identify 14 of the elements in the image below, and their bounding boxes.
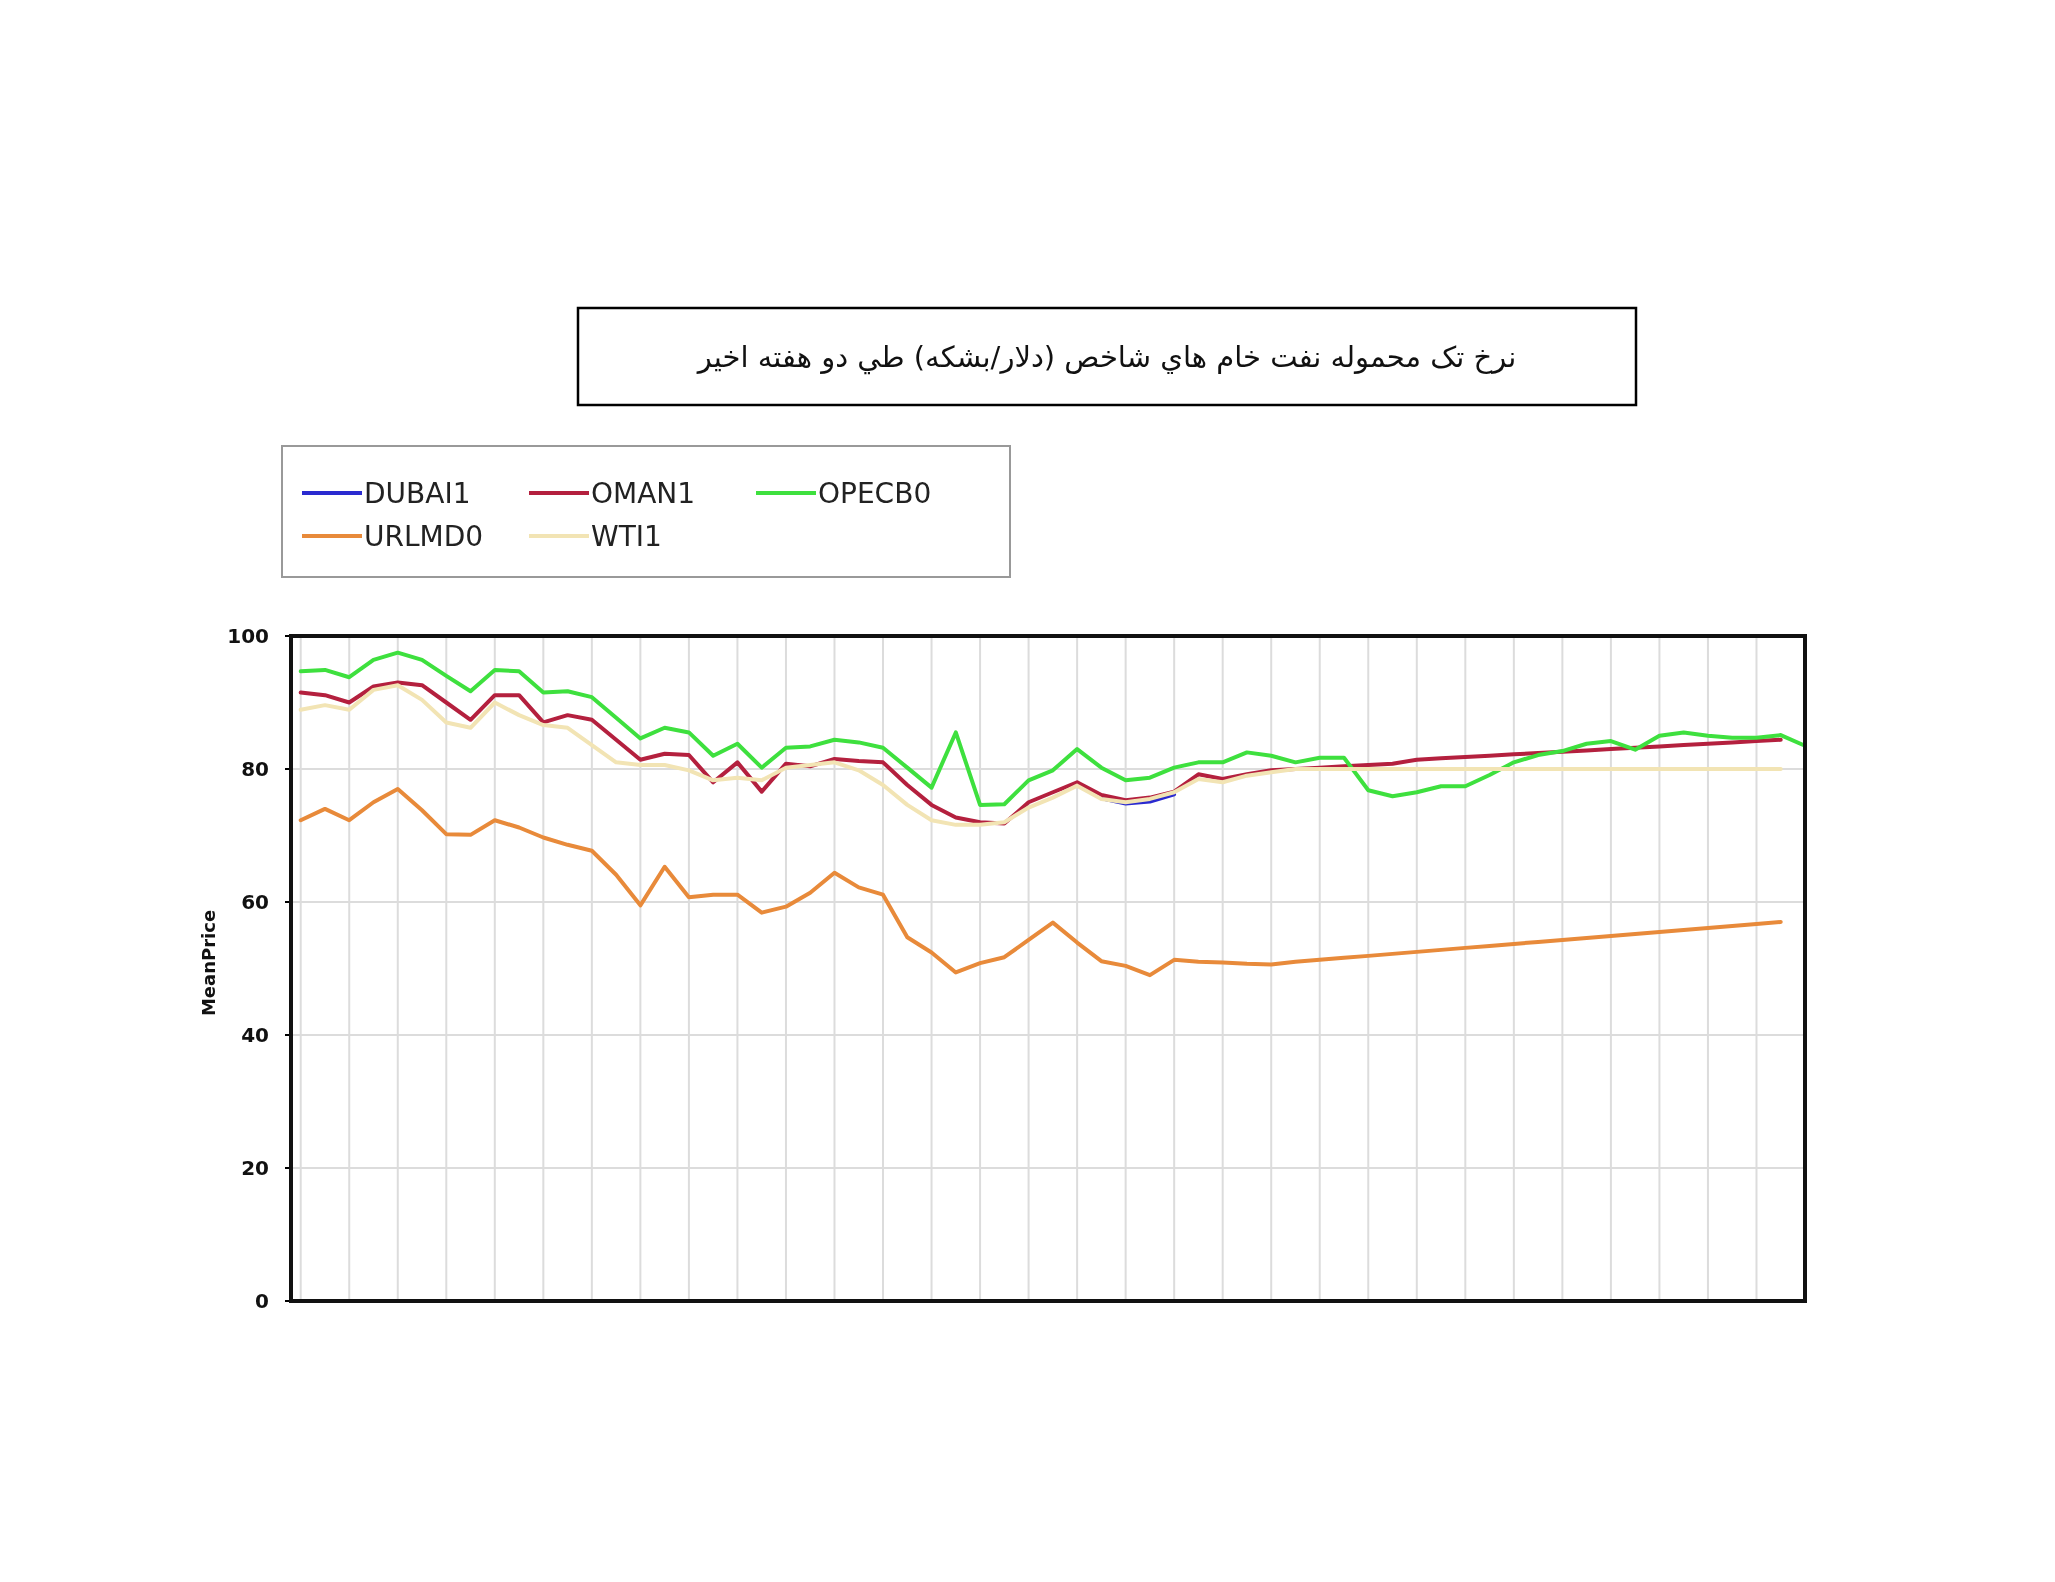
y-tick-label: 40: [241, 1023, 269, 1047]
chart-title: نرخ تک محموله نفت خام هاي شاخص (دلار/بشکه) طي دو هفته اخير: [695, 340, 1517, 375]
y-tick-label: 20: [241, 1156, 269, 1180]
title: نرخ تک محموله نفت خام هاي شاخص (دلار/بشکه) طي دو هفته اخير: [576, 306, 1638, 407]
y-tick-label: 80: [241, 757, 269, 781]
legend-label: URLMD0: [364, 520, 484, 553]
y-tick-label: 60: [241, 890, 269, 914]
y-tick-label: 0: [255, 1289, 269, 1313]
legend-label: OMAN1: [591, 477, 696, 510]
y-axis-title: MeanPrice: [198, 909, 219, 1017]
legend-label: OPECB0: [818, 477, 932, 510]
legend-label: WTI1: [591, 520, 662, 553]
y-tick-label: 100: [227, 624, 269, 648]
legend-label: DUBAI1: [364, 477, 471, 510]
